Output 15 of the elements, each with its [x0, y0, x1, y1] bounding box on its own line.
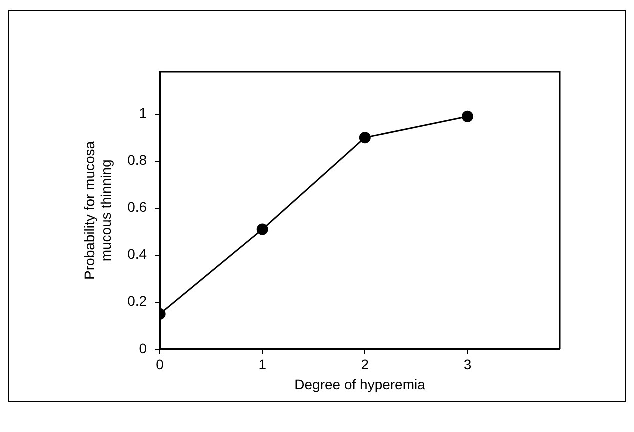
point	[462, 110, 474, 122]
y-axis-title: Probability for mucosa mucous thinning	[81, 141, 114, 280]
y-tick-label: 0.8	[128, 152, 148, 168]
x-tick-label: 1	[258, 356, 267, 373]
y-tick-label: 0	[139, 340, 148, 356]
y-tick-label: 0.6	[128, 199, 148, 216]
y-tick-label: 1	[139, 105, 148, 122]
y-tick-label: 0.4	[128, 246, 148, 262]
x-tick-label: 2	[361, 356, 370, 373]
x-tick-label: 0	[156, 356, 164, 373]
x-axis-title: Degree of hyperemia	[294, 376, 426, 392]
y-tick-label: 0.2	[128, 293, 148, 310]
point	[359, 132, 371, 144]
x-tick-label: 3	[464, 356, 472, 373]
point	[256, 224, 268, 236]
